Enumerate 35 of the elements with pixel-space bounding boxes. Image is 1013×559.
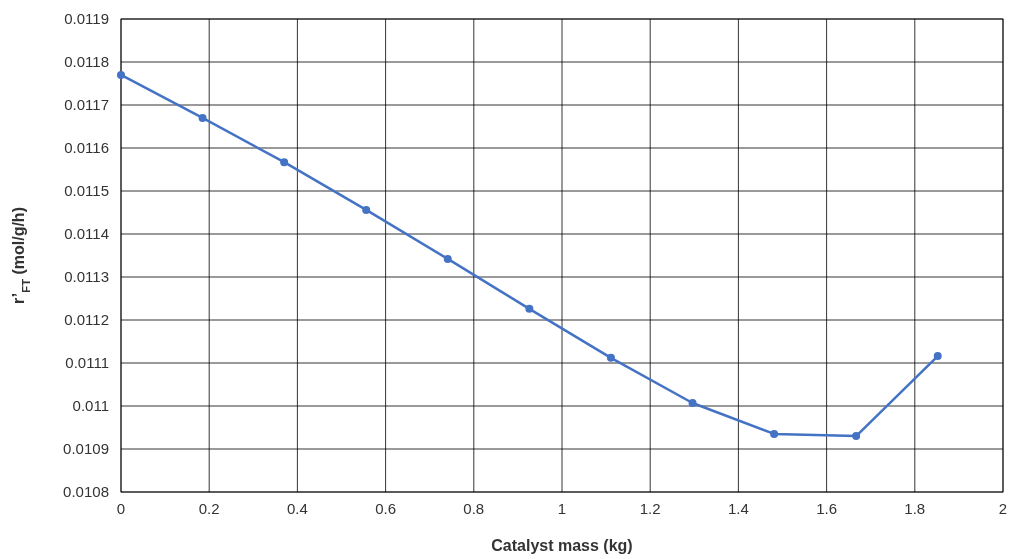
y-tick-label: 0.0109: [63, 440, 109, 457]
x-tick-label: 1.6: [816, 500, 838, 517]
x-tick-label: 1: [557, 500, 567, 517]
point: [852, 432, 861, 441]
point: [198, 113, 207, 122]
point: [770, 429, 779, 438]
x-tick-label: 1.4: [727, 500, 749, 517]
y-tick-label: 0.0112: [64, 311, 109, 328]
x-tick-label: 0.2: [198, 500, 220, 517]
point: [280, 158, 289, 167]
point: [688, 398, 697, 407]
y-tick-label: 0.0108: [63, 483, 109, 500]
y-tick-label: 0.011: [72, 397, 109, 414]
x-tick-label: 1.2: [639, 500, 661, 517]
x-tick-label: 0: [116, 500, 126, 517]
y-tick-label: 0.0118: [64, 53, 109, 70]
y-tick-label: 0.0117: [64, 96, 109, 113]
point: [933, 352, 942, 361]
point: [117, 70, 125, 79]
x-tick-label: 0.4: [286, 500, 308, 517]
y-tick-label: 0.0113: [64, 268, 109, 285]
y-tick-label: 0.0111: [65, 354, 109, 371]
x-tick-label: 0.8: [463, 500, 485, 517]
y-tick-label: 0.0119: [64, 10, 109, 27]
x-tick-label: 1.8: [904, 500, 926, 517]
point: [362, 205, 371, 214]
x-tick-label: 0.6: [375, 500, 397, 517]
point: [525, 304, 534, 313]
x-tick-label: 2: [998, 500, 1008, 517]
y-tick-label: 0.0114: [64, 225, 109, 242]
x-axis-title: Catalyst mass (kg): [491, 537, 633, 554]
y-tick-label: 0.0116: [64, 139, 109, 156]
y-tick-label: 0.0115: [64, 182, 109, 199]
point: [606, 353, 615, 362]
point: [443, 254, 452, 263]
